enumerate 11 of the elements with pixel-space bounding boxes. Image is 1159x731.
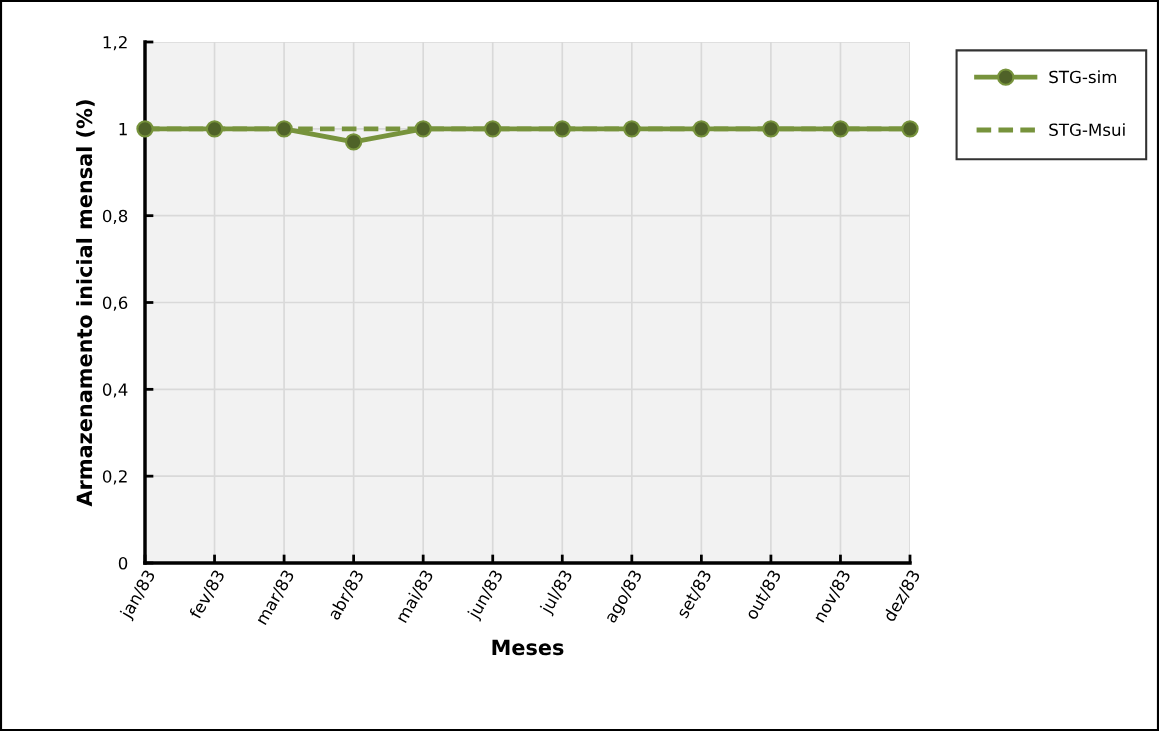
x-axis-title: Meses xyxy=(492,639,564,656)
y-tick-label: 0,2 xyxy=(102,470,127,485)
y-tick-label: 0 xyxy=(118,556,128,570)
y-tick-label: 0,4 xyxy=(102,383,128,398)
y-tick-label: 1 xyxy=(119,123,127,136)
y-axis-title: Armazenamento inicial mensal (%) xyxy=(76,100,95,507)
y-tick-label: 0,8 xyxy=(102,209,128,224)
y-tick-label: 0,6 xyxy=(102,296,128,311)
legend-label: STG-sim xyxy=(1049,70,1117,84)
y-tick-label: 1,2 xyxy=(103,35,127,51)
legend-label: STG-Msui xyxy=(1049,123,1125,137)
